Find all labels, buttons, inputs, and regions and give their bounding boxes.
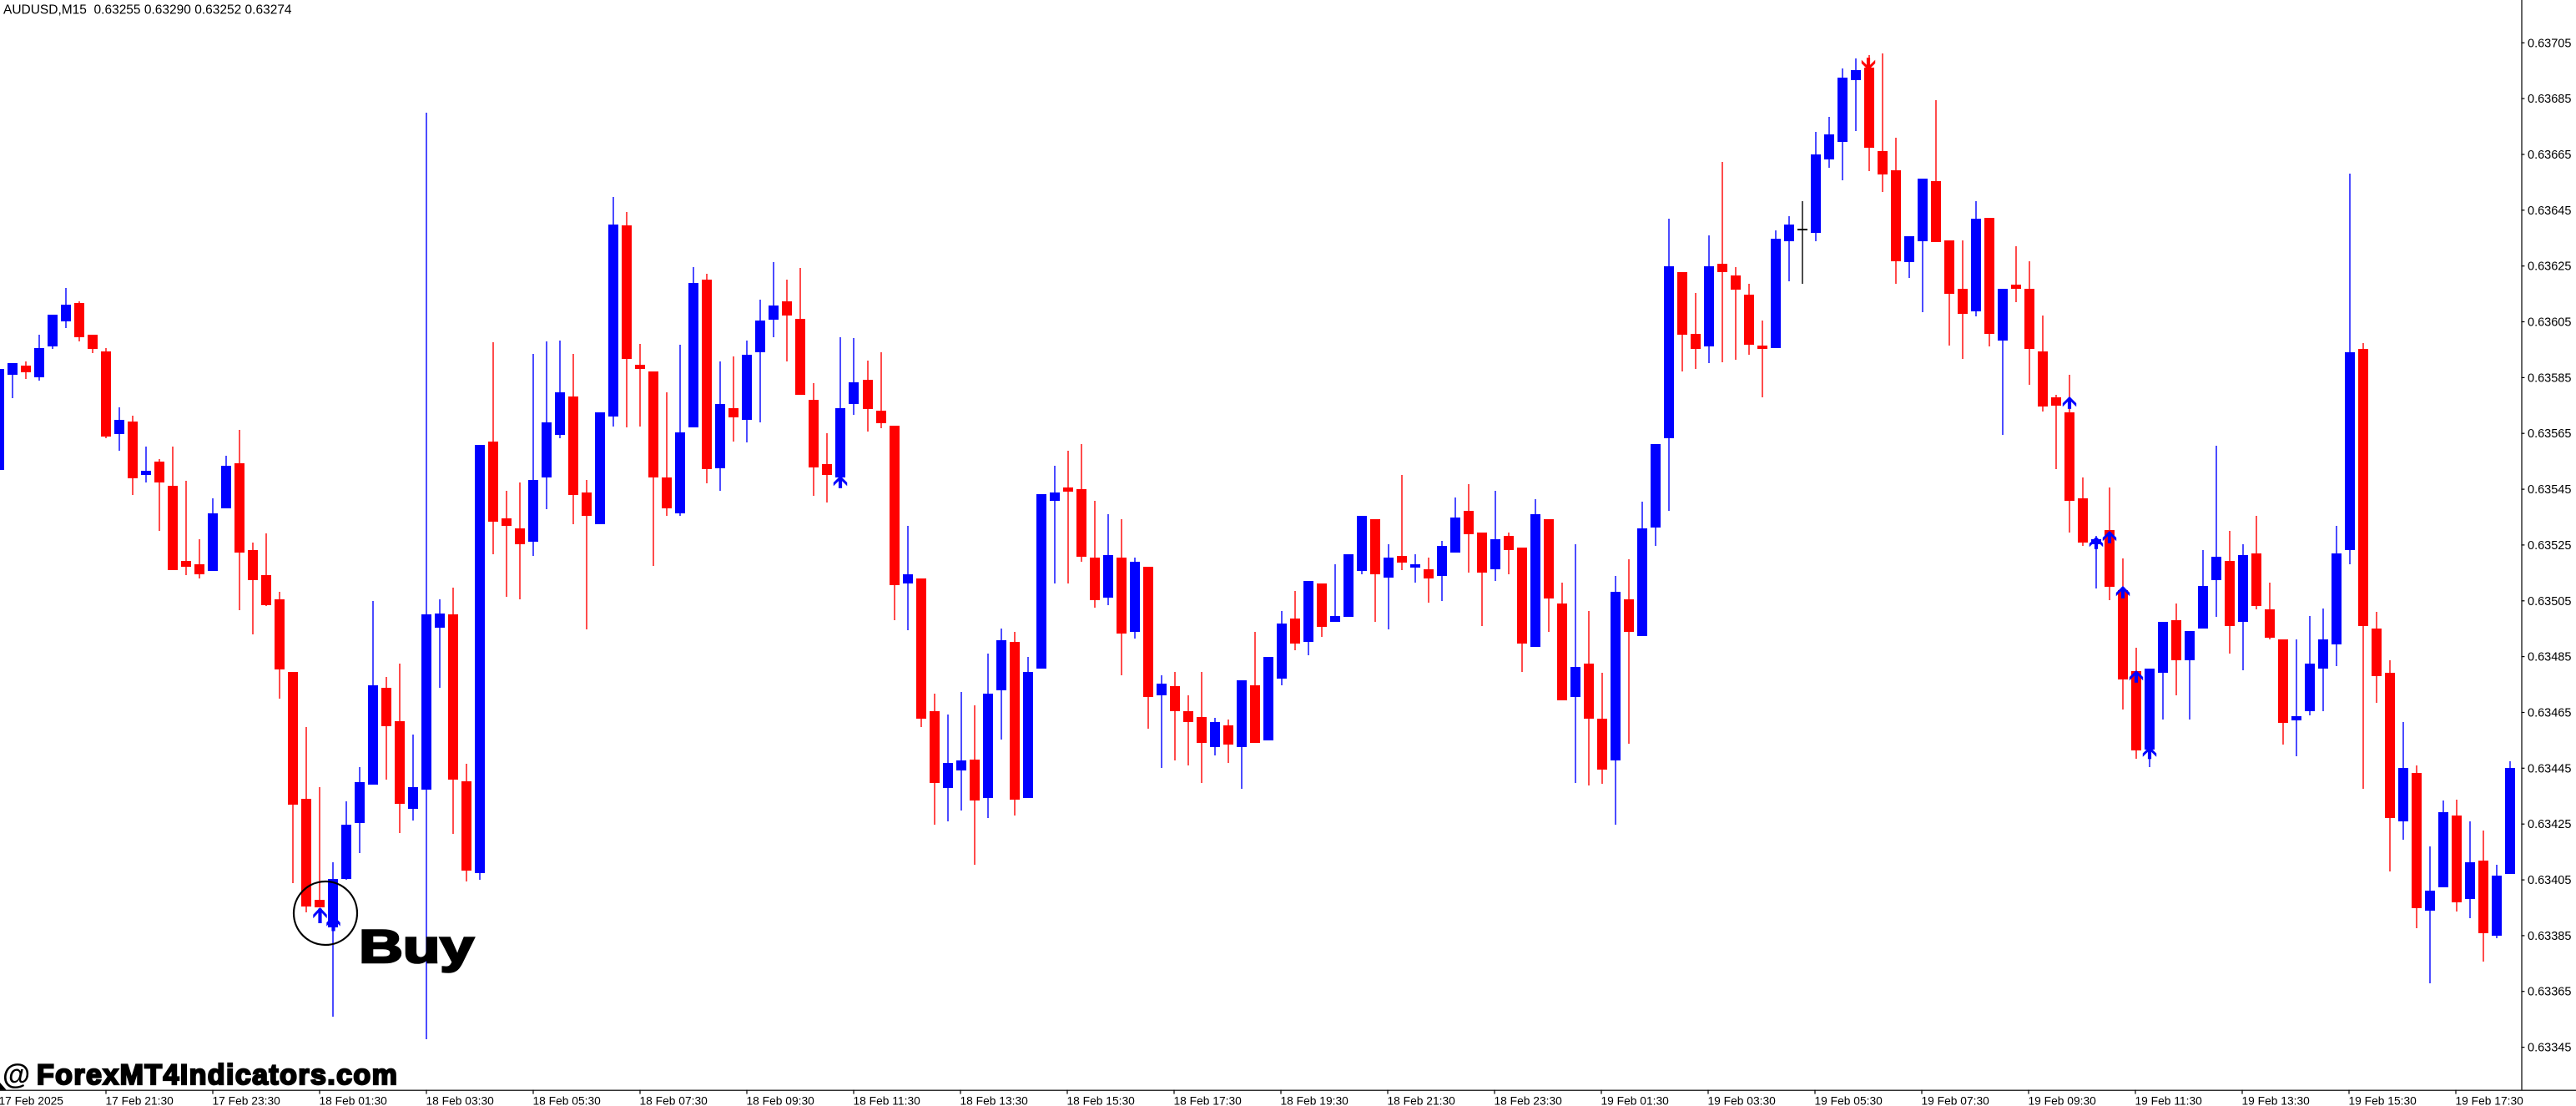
svg-text:0.63685: 0.63685 xyxy=(2528,93,2571,106)
svg-text:0.63365: 0.63365 xyxy=(2528,986,2571,999)
svg-text:0.63645: 0.63645 xyxy=(2528,205,2571,218)
svg-text:ForexMT4Indicators.com: ForexMT4Indicators.com xyxy=(37,1059,398,1091)
svg-text:0.63525: 0.63525 xyxy=(2528,539,2571,553)
svg-text:19 Feb 01:30: 19 Feb 01:30 xyxy=(1601,1095,1670,1106)
svg-text:0.63505: 0.63505 xyxy=(2528,595,2571,609)
svg-text:0.63385: 0.63385 xyxy=(2528,930,2571,943)
svg-text:18 Feb 07:30: 18 Feb 07:30 xyxy=(640,1095,708,1106)
svg-text:19 Feb 07:30: 19 Feb 07:30 xyxy=(1922,1095,1990,1106)
svg-text:0.63465: 0.63465 xyxy=(2528,707,2571,720)
svg-text:0.63485: 0.63485 xyxy=(2528,651,2571,664)
svg-text:17 Feb 2025: 17 Feb 2025 xyxy=(0,1095,63,1106)
svg-text:18 Feb 21:30: 18 Feb 21:30 xyxy=(1388,1095,1456,1106)
svg-text:0.63605: 0.63605 xyxy=(2528,316,2571,330)
svg-text:0.63405: 0.63405 xyxy=(2528,874,2571,887)
svg-text:18 Feb 13:30: 18 Feb 13:30 xyxy=(960,1095,1029,1106)
svg-text:19 Feb 15:30: 19 Feb 15:30 xyxy=(2349,1095,2417,1106)
svg-text:19 Feb 13:30: 19 Feb 13:30 xyxy=(2242,1095,2311,1106)
svg-text:18 Feb 19:30: 18 Feb 19:30 xyxy=(1281,1095,1349,1106)
svg-text:0.63545: 0.63545 xyxy=(2528,483,2571,497)
svg-text:18 Feb 01:30: 18 Feb 01:30 xyxy=(320,1095,388,1106)
svg-text:0.63345: 0.63345 xyxy=(2528,1042,2571,1055)
svg-text:19 Feb 09:30: 19 Feb 09:30 xyxy=(2029,1095,2097,1106)
svg-text:18 Feb 05:30: 18 Feb 05:30 xyxy=(533,1095,602,1106)
svg-text:18 Feb 15:30: 18 Feb 15:30 xyxy=(1067,1095,1136,1106)
svg-text:18 Feb 03:30: 18 Feb 03:30 xyxy=(426,1095,495,1106)
svg-text:19 Feb 05:30: 19 Feb 05:30 xyxy=(1815,1095,1883,1106)
svg-text:17 Feb 21:30: 17 Feb 21:30 xyxy=(106,1095,174,1106)
svg-text:Buy: Buy xyxy=(359,920,474,972)
svg-text:0.63445: 0.63445 xyxy=(2528,762,2571,775)
svg-text:19 Feb 11:30: 19 Feb 11:30 xyxy=(2135,1095,2203,1106)
svg-text:18 Feb 17:30: 18 Feb 17:30 xyxy=(1174,1095,1243,1106)
svg-text:0.63565: 0.63565 xyxy=(2528,427,2571,441)
svg-text:17 Feb 23:30: 17 Feb 23:30 xyxy=(213,1095,281,1106)
svg-text:19 Feb 17:30: 19 Feb 17:30 xyxy=(2456,1095,2524,1106)
svg-text:18 Feb 11:30: 18 Feb 11:30 xyxy=(854,1095,921,1106)
svg-text:AUDUSD,M15 0.63255 0.63290 0.: AUDUSD,M15 0.63255 0.63290 0.63252 0.632… xyxy=(3,3,292,18)
svg-text:0.63665: 0.63665 xyxy=(2528,149,2571,162)
svg-text:19 Feb 03:30: 19 Feb 03:30 xyxy=(1708,1095,1777,1106)
svg-text:18 Feb 23:30: 18 Feb 23:30 xyxy=(1495,1095,1563,1106)
svg-text:0.63585: 0.63585 xyxy=(2528,371,2571,385)
svg-text:@: @ xyxy=(3,1059,30,1091)
svg-text:0.63425: 0.63425 xyxy=(2528,818,2571,831)
svg-text:0.63625: 0.63625 xyxy=(2528,260,2571,274)
svg-text:0.63705: 0.63705 xyxy=(2528,37,2571,50)
svg-text:18 Feb 09:30: 18 Feb 09:30 xyxy=(747,1095,815,1106)
